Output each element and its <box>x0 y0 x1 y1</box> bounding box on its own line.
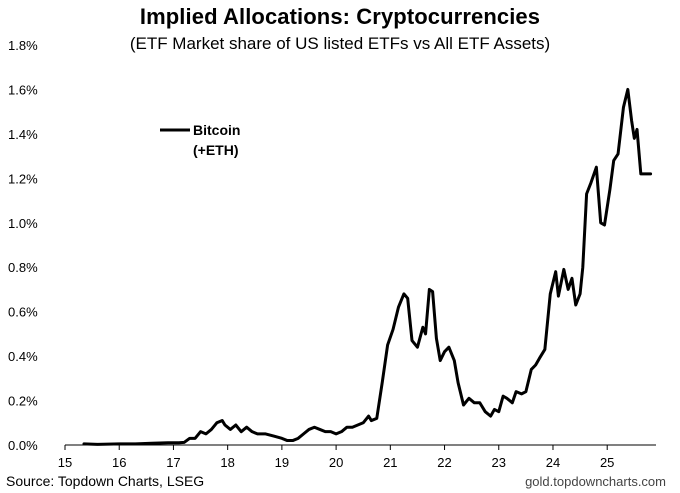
x-tick-label: 19 <box>275 455 289 470</box>
x-tick-label: 23 <box>492 455 506 470</box>
y-tick-label: 0.8% <box>8 260 38 275</box>
y-tick-label: 0.2% <box>8 394 38 409</box>
x-tick-label: 21 <box>383 455 397 470</box>
x-tick-label: 18 <box>220 455 234 470</box>
x-tick-label: 22 <box>437 455 451 470</box>
y-tick-label: 0.6% <box>8 305 38 320</box>
legend-label: Bitcoin <box>193 122 240 138</box>
website-credit: gold.topdowncharts.com <box>525 474 666 489</box>
legend-label: (+ETH) <box>193 142 239 158</box>
y-tick-label: 1.4% <box>8 127 38 142</box>
x-tick-label: 20 <box>329 455 343 470</box>
x-tick-label: 17 <box>166 455 180 470</box>
chart-subtitle: (ETF Market share of US listed ETFs vs A… <box>129 34 551 53</box>
x-tick-label: 15 <box>58 455 72 470</box>
y-tick-label: 1.6% <box>8 82 38 97</box>
y-tick-label: 1.0% <box>8 216 38 231</box>
y-tick-label: 0.0% <box>8 438 38 453</box>
chart-title: Implied Allocations: Cryptocurrencies <box>139 4 541 29</box>
y-tick-label: 1.8% <box>8 38 38 53</box>
y-tick-label: 1.2% <box>8 171 38 186</box>
x-tick-label: 16 <box>112 455 126 470</box>
y-tick-label: 0.4% <box>8 349 38 364</box>
series-line-bitcoin <box>82 87 653 446</box>
x-tick-label: 25 <box>600 455 614 470</box>
source-note: Source: Topdown Charts, LSEG <box>6 473 205 489</box>
x-tick-label: 24 <box>546 455 560 470</box>
